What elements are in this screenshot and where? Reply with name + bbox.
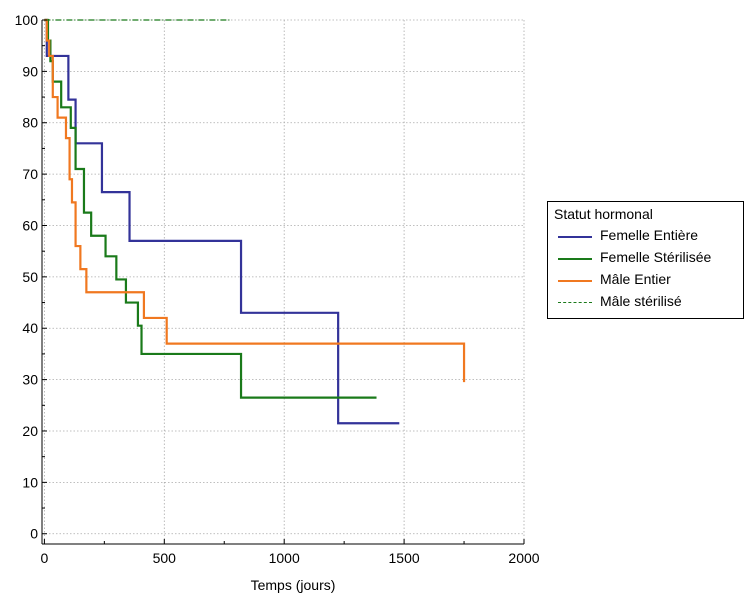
- series-lines: [44, 18, 466, 425]
- legend-label-3: Mâle stérilisé: [600, 293, 682, 309]
- legend-swatch-1: [558, 258, 592, 260]
- y-tick-label: 40: [22, 320, 38, 336]
- y-tick-label: 60: [22, 217, 38, 233]
- legend-label-0: Femelle Entière: [600, 227, 699, 243]
- series-line-2: [44, 18, 466, 383]
- y-tick-label: 20: [22, 423, 38, 439]
- legend: Statut hormonal Femelle Entière Femelle S…: [547, 201, 744, 319]
- x-tick-label: 500: [153, 550, 177, 566]
- legend-item-3: Mâle stérilisé: [558, 292, 743, 312]
- legend-item-0: Femelle Entière: [558, 226, 743, 246]
- series-line-1: [44, 18, 377, 399]
- grid: [42, 19, 525, 544]
- axes: [41, 20, 524, 545]
- legend-item-2: Mâle Entier: [558, 270, 743, 290]
- legend-label-2: Mâle Entier: [600, 271, 671, 287]
- y-tick-label: 90: [22, 63, 38, 79]
- legend-swatch-3: [558, 302, 592, 303]
- x-tick-label: 1000: [269, 550, 300, 566]
- legend-title: Statut hormonal: [554, 206, 653, 222]
- legend-label-1: Femelle Stérilisée: [600, 249, 712, 265]
- legend-item-1: Femelle Stérilisée: [558, 248, 743, 268]
- y-tick-label: 70: [22, 166, 38, 182]
- y-tick-label: 50: [22, 269, 38, 285]
- legend-swatch-2: [558, 280, 592, 282]
- y-tick-label: 30: [22, 372, 38, 388]
- y-tick-label: 10: [22, 474, 38, 490]
- legend-swatch-0: [558, 236, 592, 238]
- y-tick-label: 0: [30, 526, 38, 542]
- x-tick-label: 2000: [508, 550, 539, 566]
- x-tick-label: 0: [40, 550, 48, 566]
- y-tick-label: 100: [15, 12, 39, 28]
- x-tick-label: 1500: [389, 550, 420, 566]
- series-line-0: [44, 18, 400, 425]
- x-axis-title: Temps (jours): [251, 577, 336, 593]
- y-tick-label: 80: [22, 115, 38, 131]
